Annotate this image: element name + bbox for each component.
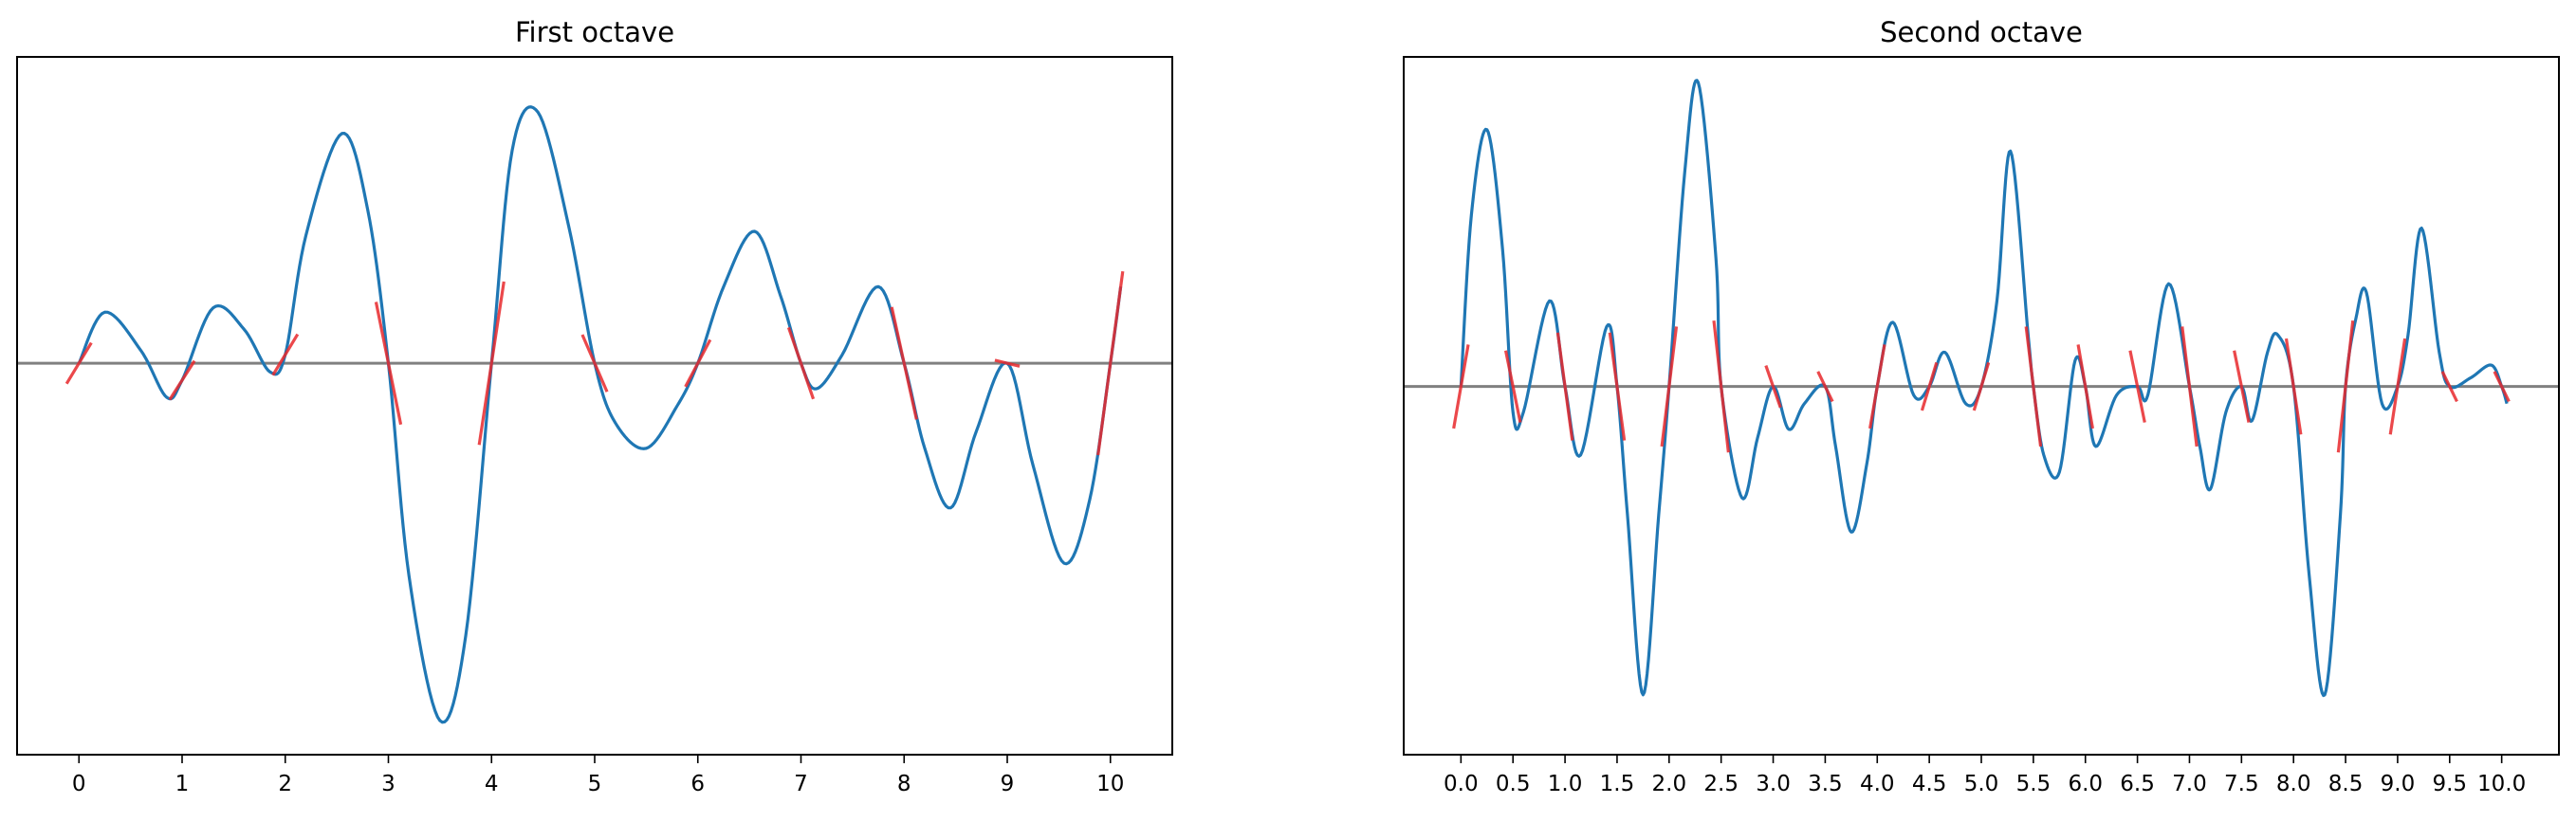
panel-second-octave: Second octave 0.0 0.5 1.0 1.5 2.0 2.5 3.0 3.5 4.… [1403,16,2560,796]
plot-area [1404,79,2559,698]
x-tick-label: 3 [381,772,396,796]
gradient-tangent-17 [2336,320,2355,453]
gradient-tangent-10 [1096,270,1125,456]
gradient-tangent-19 [2440,371,2458,403]
x-axis: 0 1 2 3 4 5 6 7 8 9 10 [72,755,1124,796]
x-tick-label: 6.5 [2120,772,2155,796]
gradient-tangent-16 [2284,338,2303,435]
x-tick-label: 2 [278,772,292,796]
x-tick-label: 9.0 [2381,772,2416,796]
gradient-tangent-9 [994,358,1021,368]
x-tick-label: 2.0 [1652,772,1687,796]
axes-frame [1403,56,2560,756]
chart-title-first-octave: First octave [515,16,674,48]
gradient-tangent-1 [168,359,196,401]
x-tick-label: 6.0 [2068,772,2103,796]
x-tick-label: 10.0 [2477,772,2526,796]
x-tick-label: 8.5 [2328,772,2364,796]
x-tick-label: 3.0 [1756,772,1791,796]
x-tick-label: 8.0 [2276,772,2311,796]
gradient-tangent-0 [1452,344,1470,429]
gradient-tangent-9 [1920,361,1939,411]
gradient-tangent-3 [374,301,403,426]
gradient-tangent-6 [1764,365,1782,409]
x-tick-label: 5.5 [2016,772,2052,796]
x-tick-label: 1.0 [1548,772,1583,796]
noise-curve [77,105,1123,724]
gradient-tangent-7 [786,326,816,400]
gradient-tangent-8 [890,306,918,420]
gradient-tangent-18 [2388,338,2407,435]
x-tick-label: 9 [1001,772,1015,796]
x-tick-label: 4 [485,772,499,796]
gradient-tangent-11 [2024,326,2043,448]
x-tick-label: 10 [1096,772,1124,796]
x-tick-label: 1.5 [1600,772,1635,796]
x-tick-label: 6 [690,772,705,796]
x-tick-label: 2.5 [1703,772,1739,796]
x-tick-label: 5.0 [1964,772,1999,796]
gradient-tangent-2 [271,333,300,376]
gradient-tangent-3 [1608,332,1627,441]
gradient-tangent-13 [2128,350,2146,423]
chart-title-second-octave: Second octave [1880,16,2083,48]
x-axis: 0.0 0.5 1.0 1.5 2.0 2.5 3.0 3.5 4.0 4.5 5.0 5.5 6.0 6… [1444,755,2526,796]
gradient-tangent-14 [2180,326,2199,448]
x-tick-label: 0.0 [1444,772,1479,796]
gradient-tangent-15 [2233,350,2251,423]
gradient-tangent-7 [1816,371,1834,403]
gradient-tangent-4 [477,281,506,446]
x-tick-label: 7 [794,772,808,796]
x-tick-label: 0.5 [1496,772,1531,796]
gradient-tangent-5 [1712,320,1730,453]
x-tick-label: 7.0 [2172,772,2207,796]
gradient-tangent-6 [684,338,712,388]
x-tick-label: 1 [175,772,190,796]
gradient-tangent-12 [2076,344,2094,429]
x-tick-label: 4.5 [1912,772,1947,796]
gradient-tangent-2 [1555,332,1574,441]
gradient-tangent-8 [1868,344,1886,429]
gradient-tangent-0 [64,341,93,385]
gradient-tangent-4 [1660,326,1679,448]
gradient-tangent-1 [1503,350,1522,423]
axes-frame [16,56,1173,756]
x-tick-label: 8 [897,772,911,796]
gradient-tangent-5 [580,334,609,393]
gradient-tangent-20 [2493,371,2511,403]
panel-first-octave: First octave 0 1 2 3 4 5 6 7 8 9 10 [16,16,1173,796]
gradient-tangent-10 [1972,361,1991,411]
x-tick-label: 5 [588,772,602,796]
x-tick-label: 0 [72,772,86,796]
x-tick-label: 9.5 [2432,772,2467,796]
plot-area [17,105,1172,724]
x-tick-label: 4.0 [1860,772,1895,796]
x-tick-label: 3.5 [1808,772,1843,796]
x-tick-label: 7.5 [2224,772,2259,796]
